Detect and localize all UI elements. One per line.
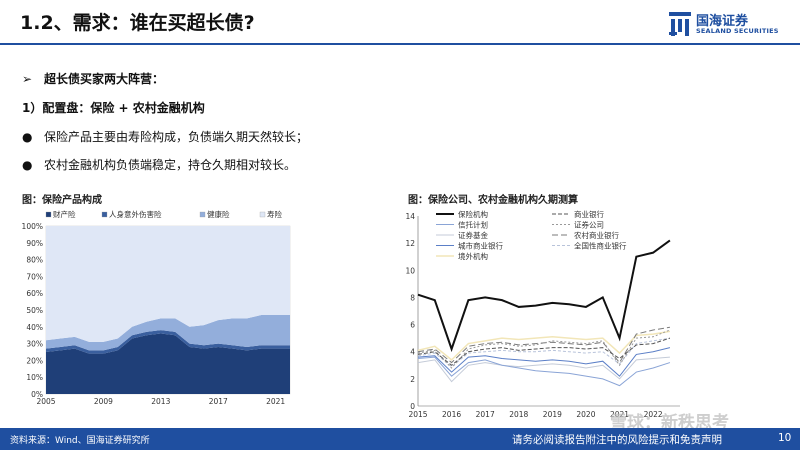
line-series-6 [417,347,671,377]
dot-bullet-icon: ● [22,158,33,172]
line-series-0 [417,239,671,353]
bullet-allocation-text: 1）配置盘：保险 + 农村金融机构 [22,101,205,115]
bullet-camps: ➢ 超长债买家两大阵营： [22,70,164,87]
y-tick-label: 60% [26,289,43,298]
y-tick-label: 20% [26,356,43,365]
legend-swatch [45,211,52,218]
legend-label: 寿险 [267,209,282,219]
title-divider [0,43,800,45]
y-tick-label: 80% [26,256,43,265]
legend-label: 境外机构 [458,251,488,261]
dot-bullet-icon: ● [22,130,33,144]
x-tick-label: 2009 [94,397,113,406]
x-tick-label: 2005 [36,397,55,406]
bullet-insurance-text: 保险产品主要由寿险构成，负债端久期天然较长； [44,130,309,144]
y-tick-label: 90% [26,239,43,248]
footer-bar: 资料来源：Wind、国海证券研究所 请务必阅读报告附注中的风险提示和免责声明 1… [0,428,800,450]
y-tick-label: 40% [26,323,43,332]
x-tick-label: 2013 [151,397,170,406]
insurance-composition-chart: 0% 10% 20% 30% 40% 50% 60% 70% 80% 90% 100% 2005 200… [22,209,291,406]
area-series-3 [46,226,290,342]
x-tick-label: 2021 [610,410,629,419]
x-tick-label: 2021 [266,397,285,406]
legend-label: 财产险 [53,209,76,219]
logo-cn-text: 国海证券 [696,14,749,29]
source-note: 资料来源：Wind、国海证券研究所 [10,436,150,446]
sealand-logo-icon [669,12,691,36]
bullet-rural-text: 农村金融机构负债端稳定，持仓久期相对较长。 [44,158,297,172]
y-tick-label: 0 [410,402,415,411]
legend-swatch [259,211,266,218]
legend-label: 保险机构 [458,209,488,219]
legend-label: 城市商业银行 [458,241,503,251]
y-tick-label: 0% [31,390,43,399]
legend-swatch [101,211,108,218]
bullet-rural: ● 农村金融机构负债端稳定，持仓久期相对较长。 [22,156,296,173]
legend-label: 全国性商业银行 [574,241,627,251]
bullet-camps-text: 超长债买家两大阵营： [44,72,165,86]
bullet-allocation: 1）配置盘：保险 + 农村金融机构 [22,99,205,116]
line-series-4 [417,356,670,383]
left-chart-caption: 图：保险产品构成 [22,195,102,206]
legend-label: 信托计划 [458,220,488,230]
legend-label: 健康险 [207,209,230,219]
disclaimer: 请务必阅读报告附注中的风险提示和免责声明 [512,434,722,446]
logo-en-text: SEALAND SECURITIES [696,27,779,35]
legend-label: 农村商业银行 [574,230,619,240]
y-tick-label: 100% [22,222,43,231]
y-tick-label: 10 [405,266,415,275]
y-tick-label: 50% [26,306,43,315]
y-tick-label: 2 [410,375,415,384]
bullet-insurance: ● 保险产品主要由寿险构成，负债端久期天然较长； [22,128,308,145]
y-tick-label: 12 [405,239,415,248]
x-tick-label: 2015 [408,410,427,419]
y-tick-label: 6 [410,321,415,330]
x-tick-label: 2020 [576,410,595,419]
sealand-logo: 国海证券 SEALAND SECURITIES [668,10,788,40]
line-series-2 [417,356,671,387]
page-number: 10 [778,432,792,444]
line-series-5 [417,326,671,364]
legend-label: 证券基金 [458,230,488,240]
page-title: 1.2、需求：谁在买超长债? [20,12,255,34]
x-tick-label: 2022 [644,410,663,419]
y-tick-label: 10% [26,373,43,382]
legend-swatch [199,211,206,218]
y-tick-label: 30% [26,340,43,349]
area-series-1 [46,330,290,354]
line-series-1 [417,337,671,366]
y-tick-label: 4 [410,348,415,357]
line-series-7 [417,337,671,368]
x-tick-label: 2016 [442,410,461,419]
x-tick-label: 2017 [476,410,495,419]
area-series-0 [46,333,290,394]
line-series-3 [417,329,671,369]
y-tick-label: 8 [410,293,415,302]
legend-label: 人身意外伤害险 [109,209,162,219]
duration-estimate-chart: 0 2 4 6 8 10 12 14 2015 2016 2017 2018 2019 2020 2021 2… [405,209,680,419]
area-series-2 [46,315,290,351]
legend-label: 商业银行 [574,209,604,219]
x-tick-label: 2019 [543,410,562,419]
y-tick-label: 14 [405,212,415,221]
line-series-8 [417,330,671,361]
legend-label: 证券公司 [574,220,604,230]
y-tick-label: 70% [26,272,43,281]
x-tick-label: 2018 [509,410,528,419]
x-tick-label: 2017 [209,397,228,406]
right-chart-caption: 图：保险公司、农村金融机构久期测算 [408,195,578,206]
arrow-bullet-icon: ➢ [22,72,33,86]
